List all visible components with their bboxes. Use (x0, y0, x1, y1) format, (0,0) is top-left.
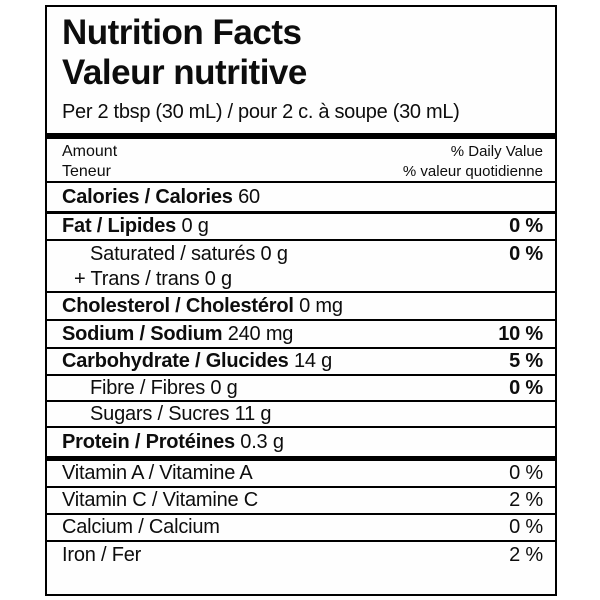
carbohydrate-label: Carbohydrate / Glucides (62, 350, 289, 372)
micronutrient-row-iron: Iron / Fer 2 % (47, 542, 555, 569)
protein-label: Protein / Protéines (62, 430, 235, 453)
nutrient-row-sugars: Sugars / Sucres 11 g (47, 402, 555, 428)
amount-column-header: Amount Teneur (62, 142, 117, 181)
micronutrient-row-vitamin-c: Vitamin C / Vitamine C 2 % (47, 488, 555, 515)
saturated-daily-value: 0 % (509, 243, 543, 265)
nutrition-facts-label: Nutrition Facts Valeur nutritive Per 2 t… (45, 5, 557, 596)
daily-value-label-en: % Daily Value (450, 143, 543, 160)
cholesterol-value: 0 mg (299, 294, 343, 317)
saturated-value: 0 g (260, 243, 288, 265)
saturated-label: Saturated / saturés (90, 243, 256, 265)
micronutrient-row-vitamin-a: Vitamin A / Vitamine A 0 % (47, 461, 555, 488)
amount-label-fr: Teneur (62, 163, 111, 180)
nutrient-row-cholesterol: Cholesterol / Cholestérol 0 mg (47, 293, 555, 321)
sugars-value: 11 g (234, 402, 272, 425)
title-french: Valeur nutritive (62, 53, 307, 92)
protein-value: 0.3 g (240, 430, 284, 453)
fibre-value: 0 g (210, 376, 238, 399)
vitamin-c-daily-value: 2 % (509, 489, 543, 511)
label-header: Nutrition Facts Valeur nutritive Per 2 t… (47, 7, 555, 133)
nutrient-row-sodium: Sodium / Sodium 240 mg 10 % (47, 321, 555, 349)
calories-row: Calories / Calories 60 (47, 183, 555, 214)
calories-value: 60 (238, 185, 260, 208)
column-header: Amount Teneur % Daily Value % valeur quo… (47, 139, 555, 183)
vitamin-a-label: Vitamin A / Vitamine A (62, 462, 253, 484)
fibre-label: Fibre / Fibres (90, 376, 206, 399)
vitamin-c-label: Vitamin C / Vitamine C (62, 489, 259, 511)
nutrient-row-saturated: Saturated / saturés 0 g 0 % (47, 241, 555, 268)
trans-label: + Trans / trans (74, 268, 200, 290)
nutrient-row-trans: + Trans / trans 0 g (47, 268, 555, 293)
vitamin-a-daily-value: 0 % (509, 462, 543, 484)
serving-size: Per 2 tbsp (30 mL) / pour 2 c. à soupe (… (62, 101, 460, 123)
nutrient-row-fat: Fat / Lipides 0 g 0 % (47, 214, 555, 241)
micronutrient-divider-bar (47, 456, 555, 461)
fibre-daily-value: 0 % (509, 376, 543, 399)
sodium-label: Sodium / Sodium (62, 322, 223, 345)
fat-daily-value: 0 % (509, 215, 543, 237)
cholesterol-label: Cholesterol / Cholestérol (62, 294, 294, 317)
amount-label-en: Amount (62, 143, 118, 160)
nutrient-row-carbohydrate: Carbohydrate / Glucides 14 g 5 % (47, 349, 555, 376)
carbohydrate-value: 14 g (293, 350, 333, 372)
carbohydrate-daily-value: 5 % (509, 350, 543, 372)
daily-value-column-header: % Daily Value % valeur quotidienne (403, 142, 543, 181)
fat-label: Fat / Lipides (62, 215, 177, 237)
daily-value-label-fr: % valeur quotidienne (402, 163, 543, 180)
calcium-label: Calcium / Calcium (62, 516, 220, 538)
calories-label: Calories / Calories (62, 185, 233, 208)
sodium-daily-value: 10 % (498, 322, 543, 345)
iron-label: Iron / Fer (62, 544, 142, 566)
calories-text: Calories / Calories 60 (62, 186, 260, 209)
iron-daily-value: 2 % (509, 544, 543, 566)
title-english: Nutrition Facts (62, 13, 302, 52)
calcium-daily-value: 0 % (509, 516, 543, 538)
fat-value: 0 g (181, 215, 209, 237)
nutrient-row-fibre: Fibre / Fibres 0 g 0 % (47, 376, 555, 402)
header-divider-bar (47, 133, 555, 139)
trans-value: 0 g (204, 268, 232, 290)
sugars-label: Sugars / Sucres (90, 402, 230, 425)
nutrient-row-protein: Protein / Protéines 0.3 g (47, 428, 555, 456)
micronutrient-row-calcium: Calcium / Calcium 0 % (47, 515, 555, 542)
sodium-value: 240 mg (227, 322, 294, 345)
